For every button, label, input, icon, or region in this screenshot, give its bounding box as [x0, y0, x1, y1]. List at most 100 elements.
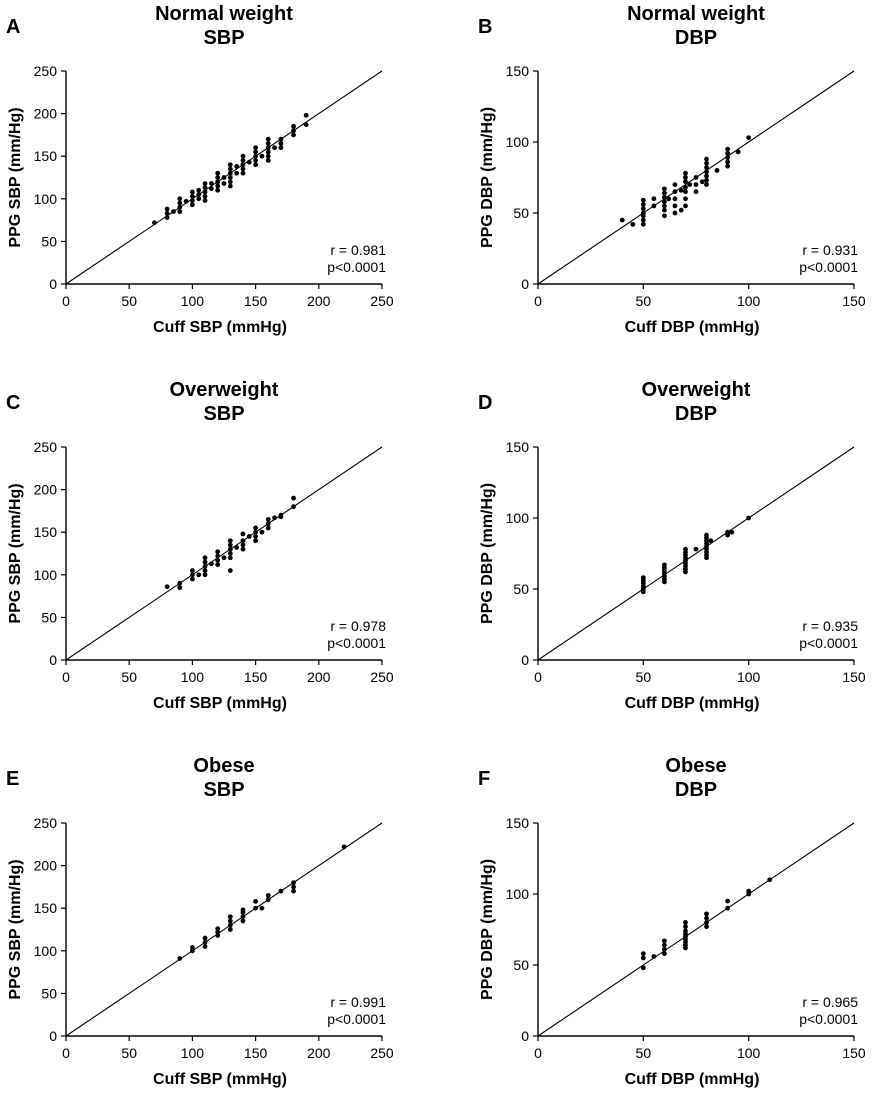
- panel-f: F Obese DBP 0 0 50 50 100 100 150 150 Cuff DBP (mmH…: [472, 752, 872, 1120]
- data-point: [672, 189, 678, 195]
- data-point: [683, 203, 688, 209]
- data-point: [177, 200, 183, 206]
- data-point: [725, 529, 730, 535]
- data-point: [704, 915, 709, 921]
- y-tick-label: 150: [34, 900, 58, 916]
- y-tick-label: 50: [513, 581, 529, 597]
- y-tick-label: 50: [513, 957, 529, 973]
- data-point: [253, 145, 258, 151]
- x-tick-label: 0: [62, 669, 70, 685]
- data-point: [704, 156, 709, 162]
- chart-title-line: Obese: [193, 755, 254, 777]
- panel-letter: D: [478, 392, 492, 414]
- x-tick-label: 0: [534, 1045, 542, 1061]
- data-point: [246, 159, 252, 165]
- y-tick-label: 100: [34, 567, 58, 583]
- x-axis-label: Cuff SBP (mmHg): [153, 1071, 287, 1088]
- data-point: [693, 175, 699, 180]
- data-point: [714, 168, 720, 173]
- x-tick-label: 50: [121, 293, 137, 309]
- data-point: [221, 181, 227, 186]
- data-point: [253, 905, 258, 911]
- data-point: [196, 196, 202, 202]
- data-point: [227, 555, 233, 561]
- data-point: [725, 155, 730, 161]
- data-point: [227, 166, 233, 172]
- panel-a: A Normal weight SBP 0 0 50 50 100 100 150 150 200 20…: [0, 0, 400, 368]
- data-point: [190, 189, 195, 195]
- data-point: [662, 203, 667, 209]
- data-point: [227, 922, 233, 928]
- data-point: [708, 538, 714, 544]
- stat-p: p<0.0001: [799, 259, 858, 275]
- data-point: [253, 898, 258, 904]
- y-tick-label: 100: [506, 134, 530, 150]
- data-point: [672, 203, 678, 209]
- data-point: [678, 207, 684, 213]
- data-point: [662, 186, 667, 192]
- x-tick-label: 250: [370, 669, 394, 685]
- data-point: [190, 948, 195, 954]
- data-point: [171, 209, 176, 214]
- data-point: [183, 198, 189, 204]
- data-point: [265, 145, 271, 151]
- data-point: [227, 179, 233, 185]
- x-axis-label: Cuff SBP (mmHg): [153, 695, 287, 712]
- data-point: [215, 179, 221, 185]
- data-point: [202, 944, 208, 949]
- data-point: [240, 170, 246, 176]
- data-point: [291, 123, 296, 129]
- data-point: [215, 183, 221, 189]
- data-point: [630, 221, 636, 227]
- stat-p: p<0.0001: [327, 259, 386, 275]
- data-point: [202, 555, 208, 561]
- data-point: [704, 173, 709, 179]
- data-point: [693, 189, 699, 195]
- stat-r: r = 0.965: [802, 994, 858, 1010]
- y-axis-label: PPG SBP (mm/Hg): [7, 859, 24, 999]
- data-point: [672, 196, 678, 202]
- data-point: [177, 585, 183, 590]
- data-point: [253, 529, 258, 535]
- data-point: [152, 220, 157, 226]
- data-point: [240, 542, 246, 548]
- data-point: [265, 893, 271, 898]
- data-point: [227, 918, 233, 924]
- x-tick-label: 0: [62, 1045, 70, 1061]
- data-point: [640, 206, 646, 212]
- stat-p: p<0.0001: [799, 635, 858, 651]
- data-point: [640, 575, 646, 581]
- data-point: [164, 206, 170, 212]
- stat-r: r = 0.931: [802, 242, 858, 258]
- data-point: [683, 170, 688, 176]
- data-point: [208, 186, 214, 191]
- y-tick-label: 0: [521, 276, 529, 292]
- data-point: [164, 210, 170, 216]
- data-point: [699, 179, 705, 185]
- data-point: [662, 207, 667, 213]
- data-point: [164, 584, 170, 590]
- x-tick-label: 0: [62, 293, 70, 309]
- data-point: [683, 179, 688, 185]
- data-point: [227, 551, 233, 556]
- panel-letter: A: [6, 16, 20, 38]
- data-point: [278, 136, 284, 142]
- y-tick-label: 0: [521, 652, 529, 668]
- chart-title-line: Overweight: [642, 379, 751, 401]
- y-tick-label: 100: [506, 886, 530, 902]
- data-point: [291, 880, 296, 886]
- data-point: [693, 546, 699, 552]
- data-point: [662, 938, 667, 944]
- data-point: [683, 924, 688, 930]
- data-point: [253, 149, 258, 155]
- data-point: [202, 181, 208, 186]
- data-point: [687, 182, 693, 188]
- identity-line: [537, 822, 855, 1037]
- x-axis-label: Cuff DBP (mmHg): [625, 695, 760, 712]
- data-point: [678, 187, 684, 193]
- data-point: [662, 562, 667, 568]
- data-point: [196, 187, 202, 193]
- data-point: [234, 170, 240, 176]
- identity-line: [65, 822, 383, 1037]
- data-point: [190, 193, 195, 199]
